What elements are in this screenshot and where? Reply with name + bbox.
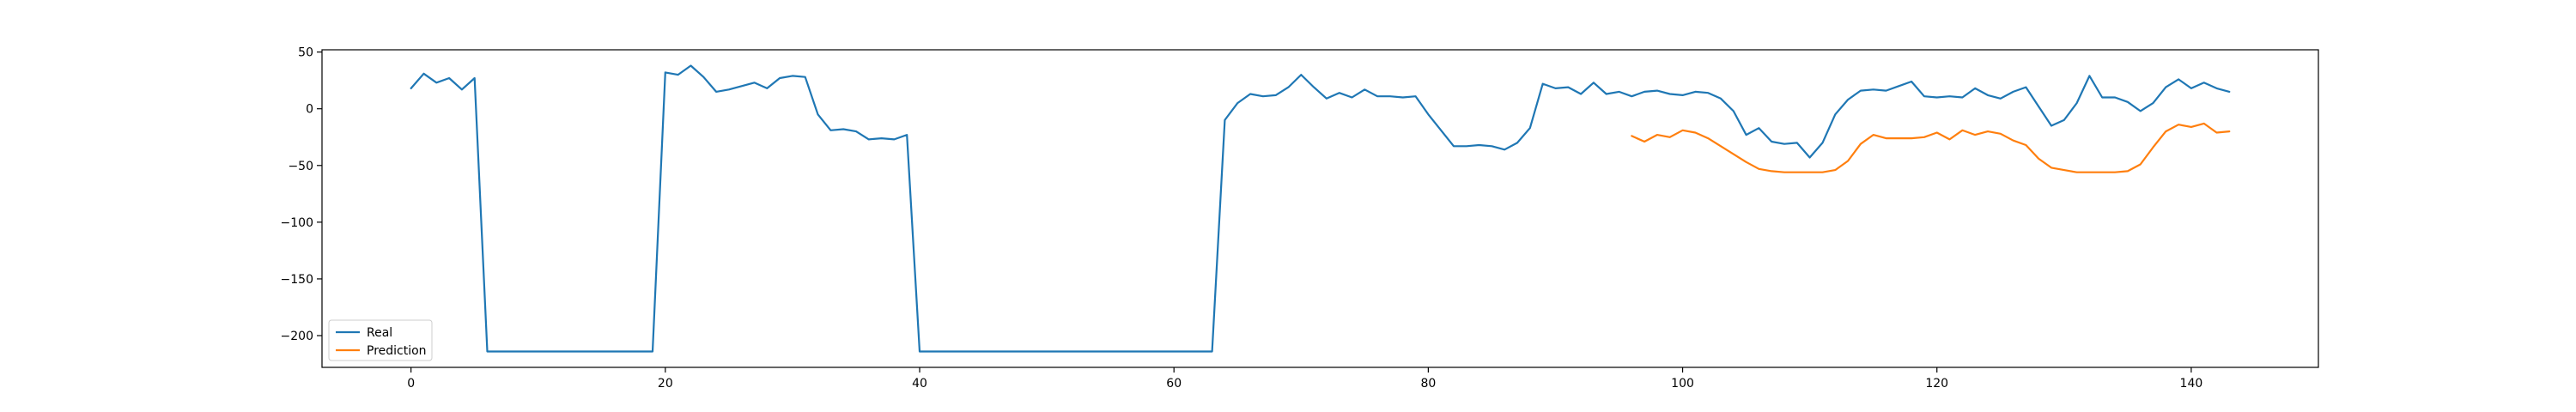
y-tick-label: −150 bbox=[281, 273, 313, 287]
x-tick-label: 40 bbox=[912, 377, 927, 391]
series-line-prediction bbox=[1631, 122, 2231, 173]
x-axis: 0 20 40 60 80 100 120 140 bbox=[407, 367, 2202, 391]
y-tick-label: 50 bbox=[298, 46, 313, 60]
legend: Real Prediction bbox=[328, 319, 433, 361]
y-tick-label: −200 bbox=[281, 330, 313, 343]
plot-lines bbox=[410, 64, 2231, 353]
y-tick-label: −100 bbox=[281, 216, 313, 230]
x-tick-label: 0 bbox=[407, 377, 415, 391]
x-tick-label: 100 bbox=[1671, 377, 1694, 391]
x-tick-label: 140 bbox=[2180, 377, 2203, 391]
x-tick-label: 80 bbox=[1420, 377, 1436, 391]
x-tick-label: 20 bbox=[658, 377, 673, 391]
legend-label-real: Real bbox=[367, 326, 392, 340]
legend-label-prediction: Prediction bbox=[367, 344, 427, 358]
y-tick-label: −50 bbox=[288, 160, 313, 173]
y-tick-label: 0 bbox=[306, 103, 313, 117]
y-axis: 50 0 −50 −100 −150 −200 bbox=[281, 46, 322, 343]
x-tick-label: 120 bbox=[1925, 377, 1948, 391]
x-tick-label: 60 bbox=[1166, 377, 1182, 391]
plot-frame bbox=[321, 49, 2319, 368]
series-line-real bbox=[410, 64, 2231, 353]
